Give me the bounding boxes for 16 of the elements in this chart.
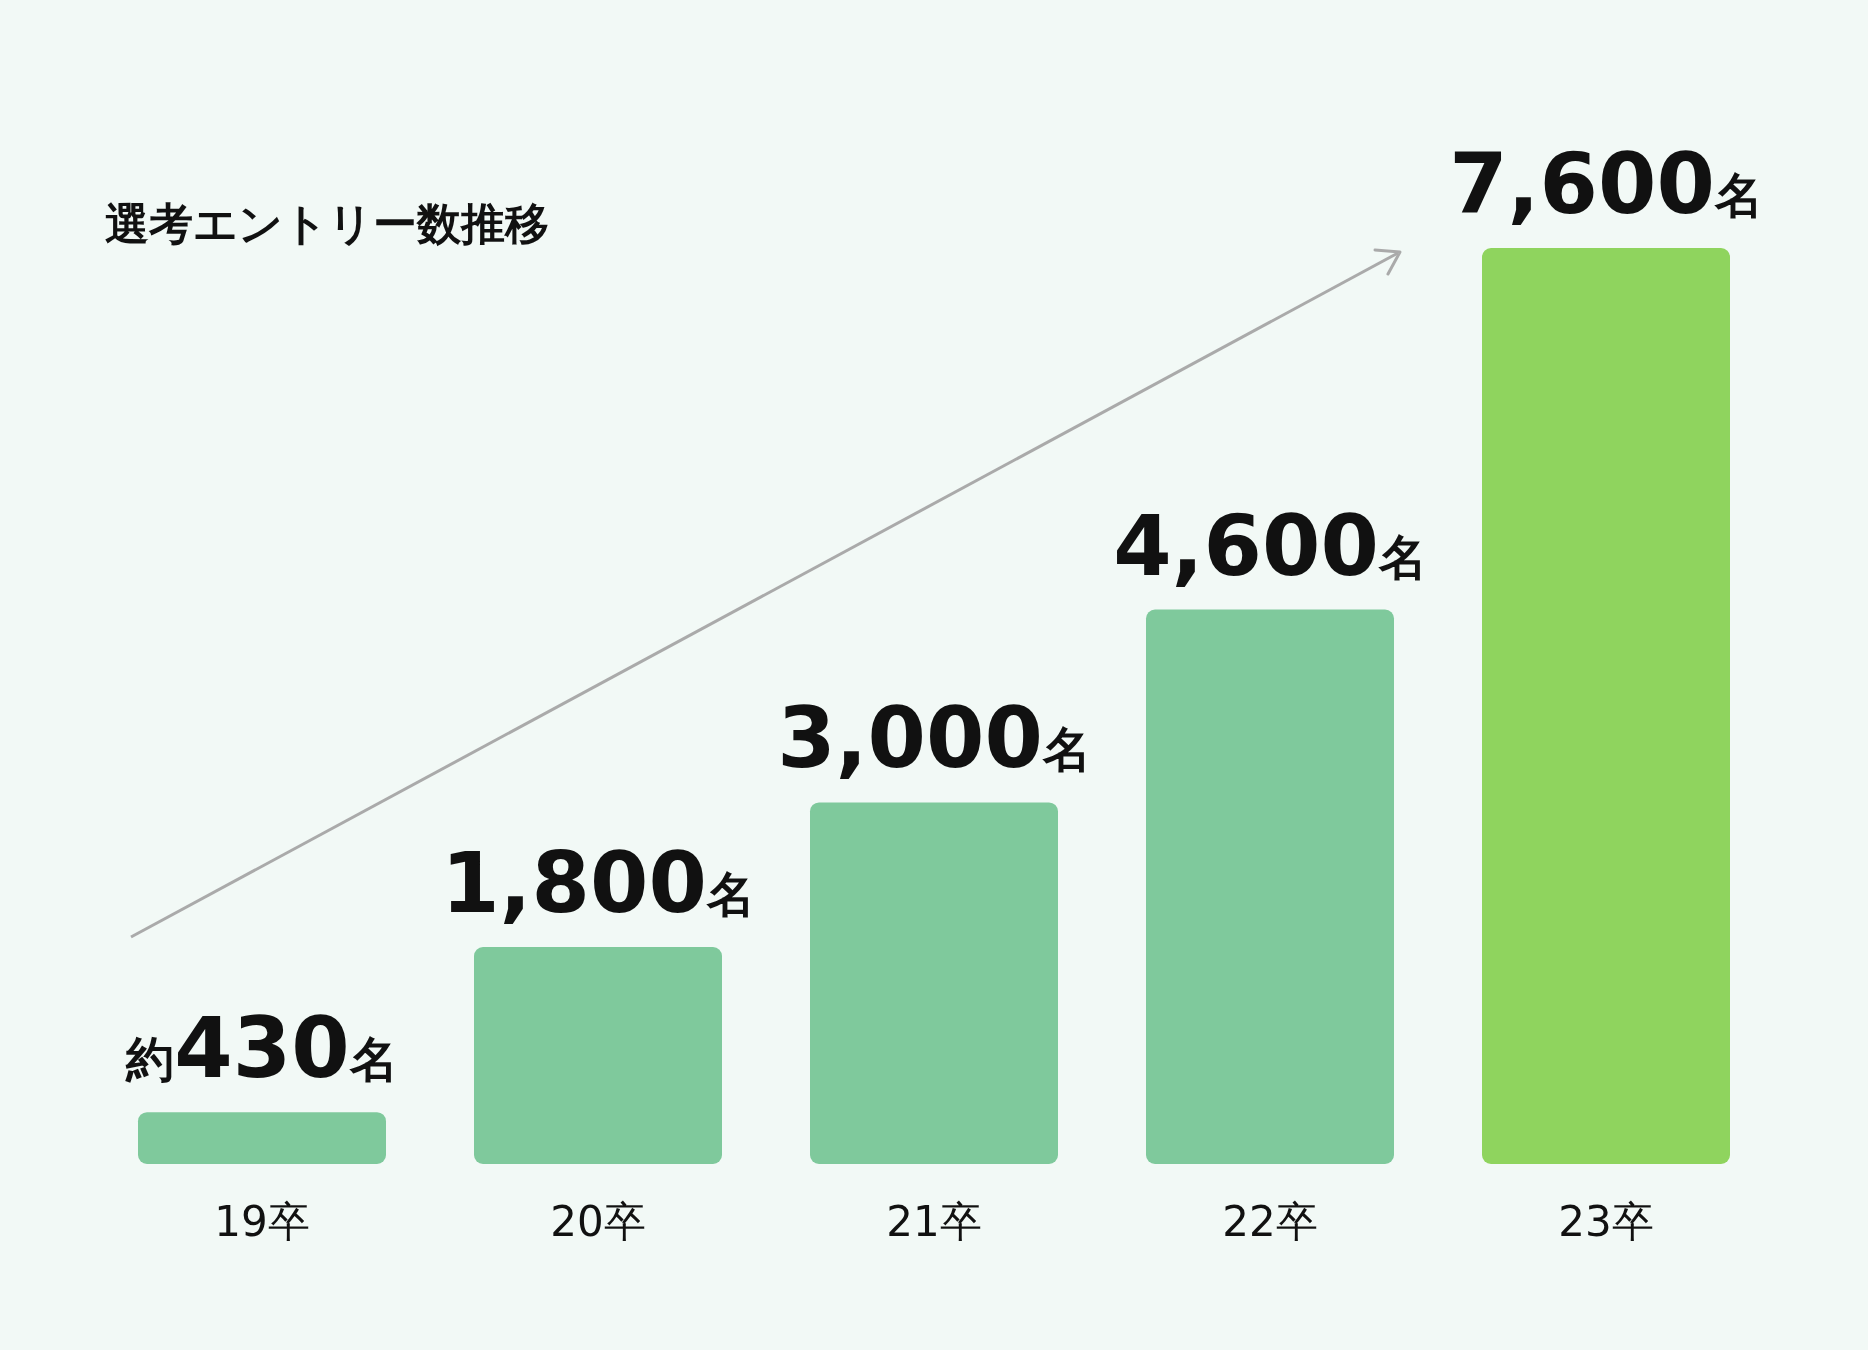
- bar: [1146, 609, 1394, 1164]
- data-label: 1,800名: [441, 834, 755, 933]
- bar: [1482, 248, 1730, 1164]
- data-label: 7,600名: [1449, 135, 1763, 233]
- chart-title: 選考エントリー数推移: [105, 197, 549, 249]
- data-label: 4,600名: [1113, 496, 1427, 595]
- x-tick-label: 19卒: [214, 1196, 310, 1246]
- data-label: 3,000名: [777, 689, 1091, 788]
- x-tick-label: 23卒: [1558, 1196, 1654, 1246]
- x-tick-label: 22卒: [1222, 1196, 1318, 1246]
- bar: [474, 947, 722, 1164]
- x-tick-label: 21卒: [886, 1196, 982, 1246]
- x-tick-label: 20卒: [550, 1196, 646, 1246]
- bar: [810, 802, 1058, 1164]
- bar: [138, 1112, 386, 1164]
- data-label: 約430名: [125, 999, 398, 1098]
